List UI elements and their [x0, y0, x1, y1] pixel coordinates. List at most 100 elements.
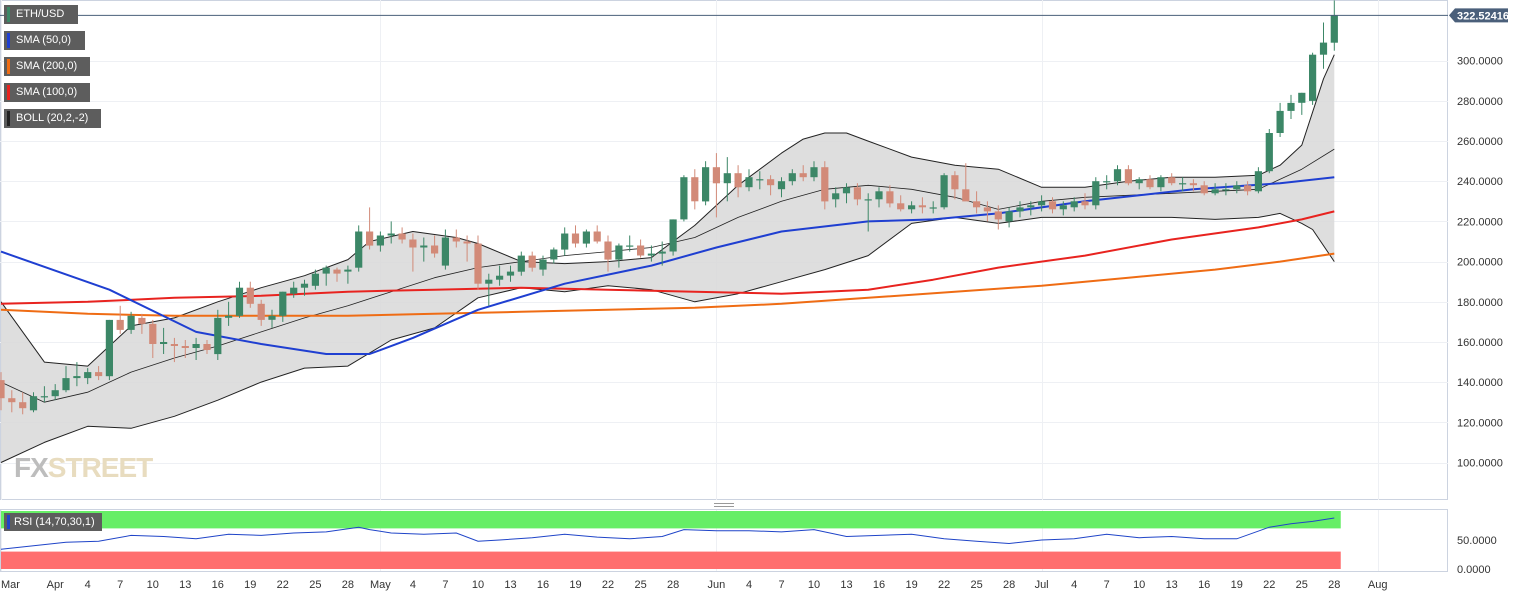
candle	[756, 171, 764, 190]
candle	[160, 327, 168, 354]
legend-rsi[interactable]: RSI (14,70,30,1)	[4, 513, 102, 531]
candle-body	[940, 175, 948, 208]
candle-body	[181, 346, 189, 348]
candle	[821, 161, 829, 210]
candle	[246, 281, 254, 308]
candle-body	[886, 191, 894, 204]
candle	[1016, 201, 1024, 218]
candle	[1244, 181, 1252, 196]
candle	[51, 384, 59, 401]
candle	[290, 281, 298, 298]
candle	[463, 235, 471, 262]
candle-body	[908, 205, 916, 210]
candle	[1103, 175, 1111, 190]
candle	[420, 237, 428, 262]
legend-swatch	[7, 59, 10, 74]
time-tick-label: Jul	[1035, 579, 1049, 591]
candle	[485, 273, 493, 306]
candle	[615, 243, 623, 268]
candle-body	[691, 177, 699, 202]
candle-body	[810, 167, 818, 178]
candle	[1168, 173, 1176, 186]
candle-body	[235, 287, 244, 316]
candle	[539, 255, 547, 276]
candles	[0, 0, 1338, 415]
candle-body	[1287, 102, 1295, 111]
candle	[376, 231, 384, 252]
legend-sma100[interactable]: SMA (100,0)	[4, 83, 90, 102]
price-tick-label: 240.0000	[1457, 176, 1503, 188]
candle-body	[452, 237, 460, 242]
candle-body	[983, 207, 991, 212]
candle-body	[832, 193, 840, 200]
candle-body	[1113, 169, 1122, 182]
time-tick-label: 19	[244, 579, 256, 591]
time-tick-label: 28	[1003, 579, 1015, 591]
last-price-tag: 322.52416	[1449, 8, 1509, 23]
time-tick-label: Apr	[47, 579, 64, 591]
candle	[344, 265, 352, 284]
candle	[908, 201, 916, 214]
candle-body	[712, 167, 720, 184]
candle	[637, 239, 645, 258]
candle	[864, 193, 872, 232]
time-tick-label: 7	[1104, 579, 1110, 591]
candle	[225, 301, 233, 326]
candle	[1070, 197, 1078, 212]
candle-body	[593, 231, 601, 242]
candle	[84, 368, 92, 385]
price-tick-label: 260.0000	[1457, 136, 1503, 148]
candle	[1113, 165, 1122, 186]
legend-swatch	[7, 111, 10, 126]
time-tick-label: 22	[277, 579, 289, 591]
legend-swatch	[7, 33, 10, 48]
rsi-oversold-zone	[1, 551, 1341, 569]
legend-sma50[interactable]: SMA (50,0)	[4, 31, 85, 50]
candle-body	[864, 199, 872, 201]
candle-body	[192, 344, 200, 348]
candle	[1298, 92, 1306, 115]
candle	[1254, 167, 1262, 194]
time-tick-label: 22	[602, 579, 614, 591]
candle-body	[767, 179, 775, 186]
candle-body	[225, 315, 233, 318]
time-tick-label: 13	[504, 579, 516, 591]
candle	[214, 309, 222, 360]
candle	[116, 305, 124, 334]
candle	[799, 165, 807, 182]
time-tick-label: 4	[746, 579, 752, 591]
legend-boll[interactable]: BOLL (20,2,-2)	[4, 109, 101, 128]
candle-body	[496, 275, 504, 280]
price-tick-label: 300.0000	[1457, 56, 1503, 68]
candle-body	[160, 342, 168, 344]
candle-body	[799, 173, 807, 178]
candle-body	[1298, 92, 1306, 103]
candle-body	[723, 173, 731, 184]
time-tick-label: 28	[1328, 579, 1340, 591]
candle-body	[1168, 177, 1176, 184]
candle	[105, 319, 113, 381]
candle	[0, 372, 5, 411]
candle	[550, 247, 558, 264]
candle-body	[344, 269, 352, 272]
candle-body	[95, 372, 103, 377]
candle	[387, 221, 395, 244]
time-tick-label: 4	[1071, 579, 1077, 591]
candle-body	[626, 245, 634, 247]
candle-body	[8, 398, 16, 403]
legend-swatch	[7, 85, 10, 100]
candle	[1222, 183, 1230, 196]
legend-swatch	[7, 7, 10, 22]
candle	[1038, 195, 1046, 212]
candle	[496, 265, 504, 286]
candle-body	[647, 253, 655, 256]
legend-eth-usd[interactable]: ETH/USD	[4, 5, 78, 24]
candle-body	[571, 233, 580, 244]
legend-sma200[interactable]: SMA (200,0)	[4, 57, 90, 76]
candle-body	[485, 279, 493, 284]
price-axis: 100.0000 120.0000 140.0000 160.0000 180.0000…	[1457, 56, 1503, 470]
candle-body	[1103, 181, 1111, 183]
candle-body	[1254, 171, 1262, 192]
